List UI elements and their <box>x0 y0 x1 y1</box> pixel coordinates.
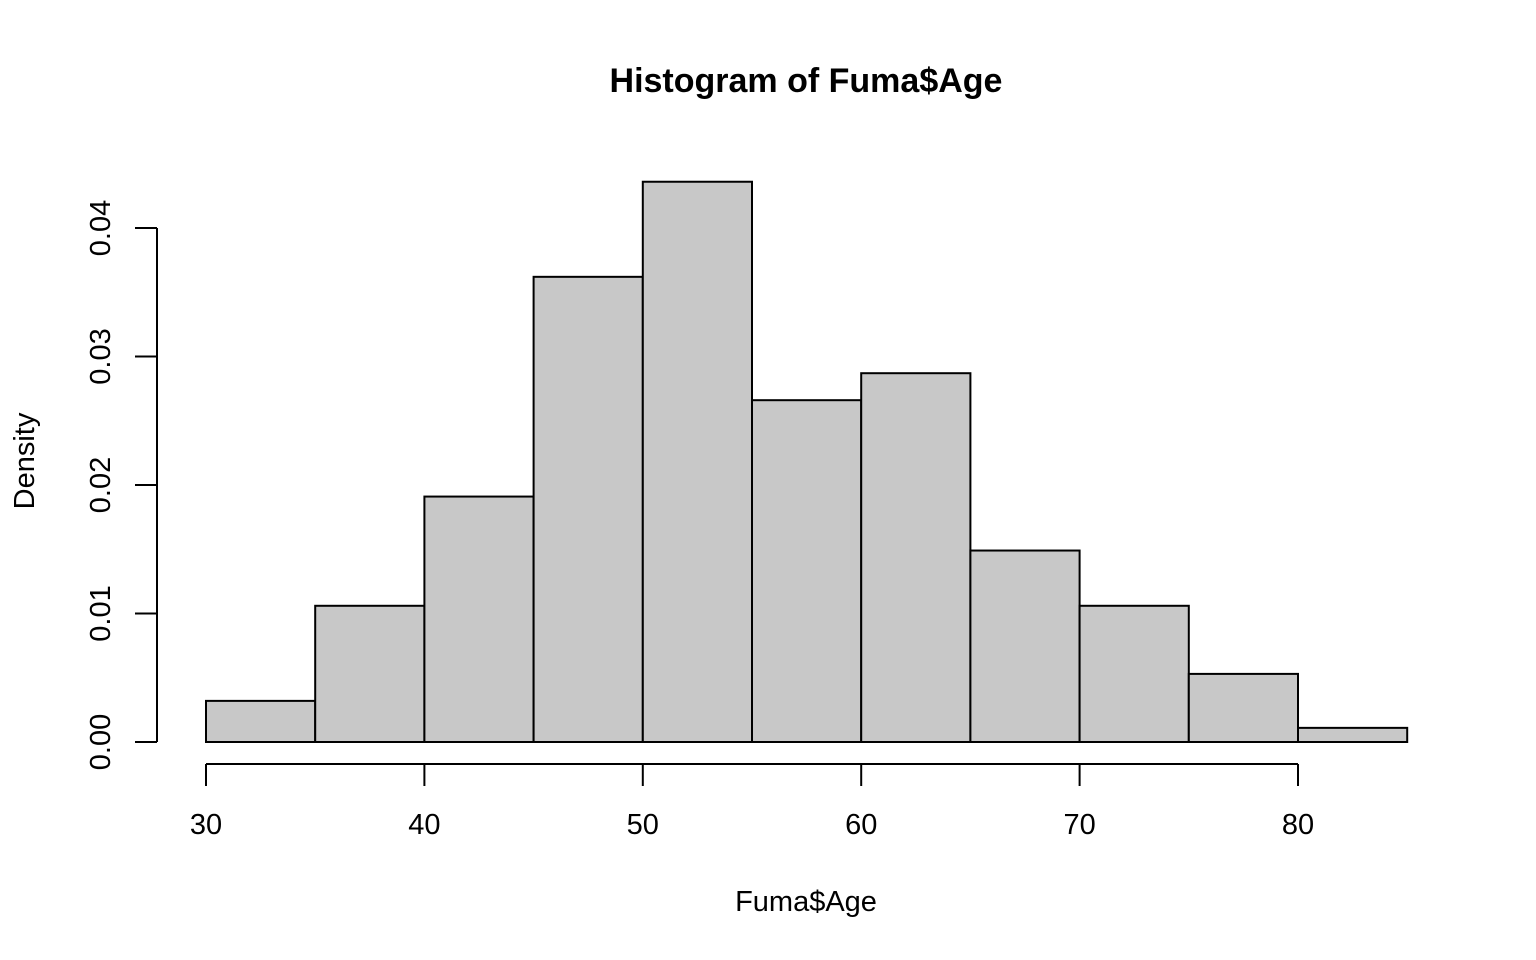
histogram-bar-80-85 <box>1297 726 1409 743</box>
y-tick-label-0.03: 0.03 <box>85 328 117 384</box>
histogram-bar-60-65 <box>860 372 972 743</box>
x-axis: 30 40 50 60 70 80 <box>190 763 1314 841</box>
histogram-bar-55-60 <box>751 399 863 743</box>
histogram-bar-35-40 <box>314 604 426 743</box>
histogram-bar-70-75 <box>1078 604 1190 743</box>
bars-group <box>205 180 1409 744</box>
histogram-bar-65-70 <box>969 549 1081 743</box>
y-axis: 0.00 0.01 0.02 0.03 0.04 <box>85 200 158 770</box>
y-axis-label: Density <box>9 412 41 509</box>
x-tick-label-60: 60 <box>845 809 877 841</box>
x-tick-label-80: 80 <box>1282 809 1314 841</box>
x-tick-label-50: 50 <box>627 809 659 841</box>
histogram-bar-30-35 <box>205 699 317 744</box>
x-tick-label-70: 70 <box>1063 809 1095 841</box>
y-tick-label-0.04: 0.04 <box>85 200 117 256</box>
histogram-bar-40-45 <box>423 495 535 743</box>
y-tick-label-0.02: 0.02 <box>85 457 117 513</box>
x-tick-label-30: 30 <box>190 809 222 841</box>
y-tick-label-0.01: 0.01 <box>85 585 117 641</box>
x-tick-label-40: 40 <box>408 809 440 841</box>
histogram-bar-75-80 <box>1187 672 1300 744</box>
histogram-bar-50-55 <box>641 180 753 744</box>
x-axis-label: Fuma$Age <box>735 886 877 918</box>
y-tick-label-0.00: 0.00 <box>85 714 117 770</box>
chart-title: Histogram of Fuma$Age <box>610 62 1003 100</box>
histogram-bar-45-50 <box>532 275 644 743</box>
